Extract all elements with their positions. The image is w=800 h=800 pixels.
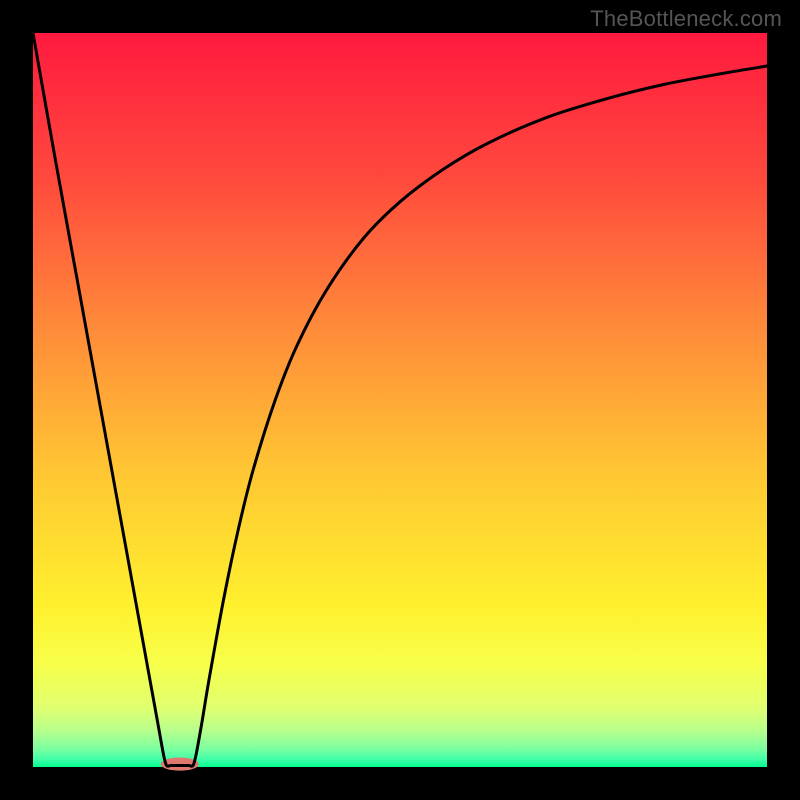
bottleneck-curve-chart xyxy=(0,0,800,800)
plot-background xyxy=(33,33,767,767)
chart-stage: TheBottleneck.com xyxy=(0,0,800,800)
frame-bottom xyxy=(0,767,800,800)
watermark-label: TheBottleneck.com xyxy=(590,6,782,32)
frame-left xyxy=(0,0,33,800)
frame-right xyxy=(767,0,800,800)
